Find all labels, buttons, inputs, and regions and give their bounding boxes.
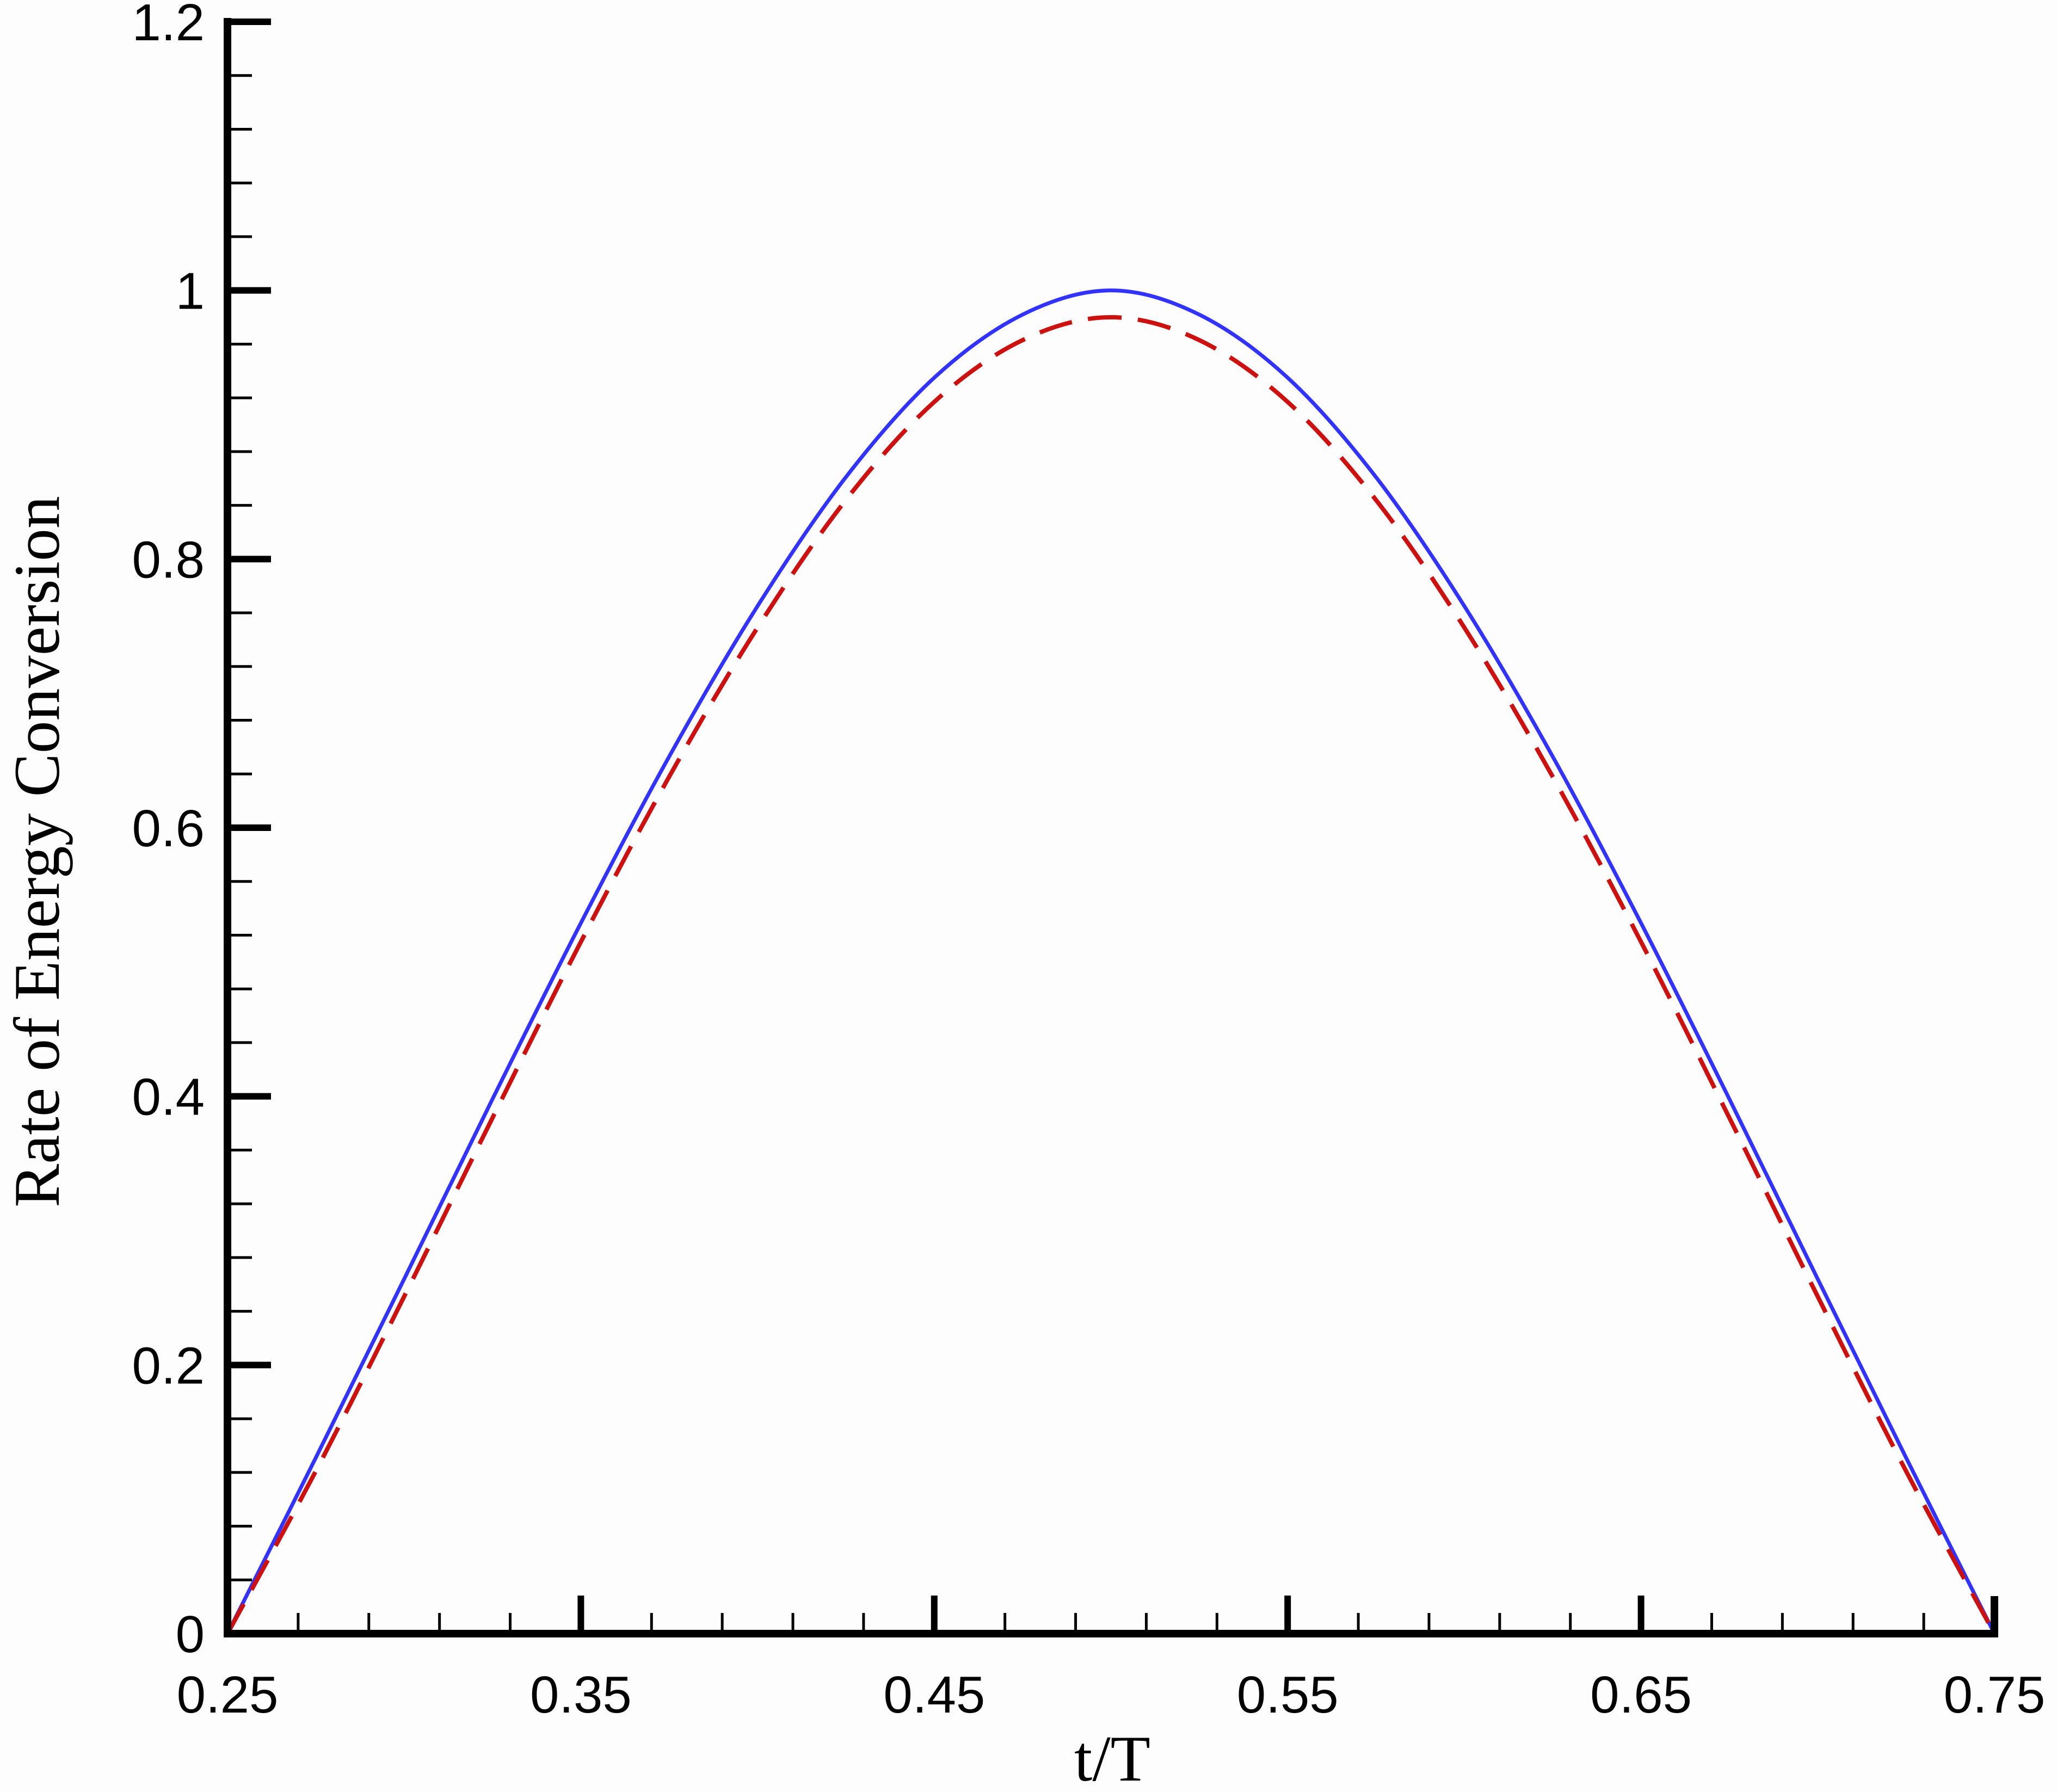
series-layer [225, 288, 1997, 1635]
axes-frame [224, 18, 1998, 1637]
y-tick-label: 0.4 [132, 1068, 205, 1126]
x-tick-label: 0.35 [530, 1666, 632, 1724]
x-tick-label: 0.65 [1590, 1666, 1692, 1724]
y-tick-label: 1 [176, 262, 205, 321]
axes-layer [224, 18, 1998, 1637]
x-tick-label: 0.45 [883, 1666, 985, 1724]
y-tick-label: 1.2 [132, 0, 205, 52]
x-tick-label: 0.25 [177, 1666, 279, 1724]
x-tick-label: 0.75 [1944, 1666, 2046, 1724]
y-tick-label: 0.8 [132, 531, 205, 589]
labels-layer: 0.25 0.35 0.45 0.55 0.65 0.75 0 0.2 0.4 0.6 0.8 1 1.… [132, 0, 2046, 1724]
y-tick-label: 0.2 [132, 1337, 205, 1395]
x-tick-label: 0.55 [1237, 1666, 1339, 1724]
y-axis-title: Rate of Energy Conversion [1, 496, 73, 1208]
x-axis-title: t/T [1074, 1722, 1150, 1792]
y-tick-label: 0 [176, 1605, 205, 1664]
series-line-1 [225, 288, 1997, 1635]
y-tick-label: 0.6 [132, 799, 205, 858]
ticks-layer [227, 19, 1925, 1634]
series-line-2 [225, 315, 1997, 1635]
